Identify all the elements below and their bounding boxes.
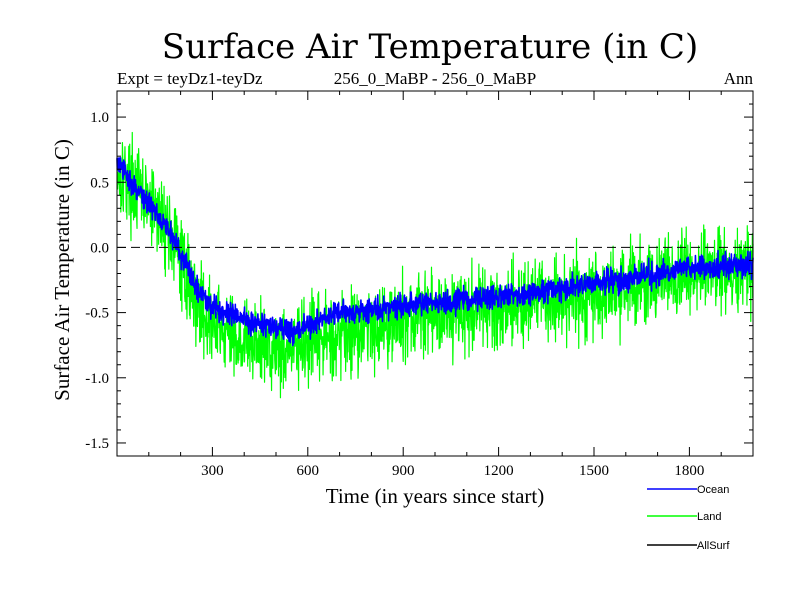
series-line-ocean <box>116 157 754 347</box>
x-axis-label: Time (in years since start) <box>326 484 545 508</box>
legend-label-allsurf: AllSurf <box>697 540 730 552</box>
x-tick-label: 1200 <box>484 463 514 479</box>
legend: Ocean Land AllSurf <box>647 484 730 552</box>
y-tick-label: 0.0 <box>90 240 109 256</box>
subtitle-left: Expt = teyDz1-teyDz <box>117 69 263 88</box>
y-tick-label: -0.5 <box>85 306 109 322</box>
y-tick-label: 1.0 <box>90 110 109 126</box>
y-tick-label: 0.5 <box>90 175 109 191</box>
subtitle-center: 256_0_MaBP - 256_0_MaBP <box>334 69 536 88</box>
subtitle-right: Ann <box>724 69 754 88</box>
axis-layer: 300 600 900 1200 1500 1800 -1.5 -1.0 -0.5 0.0 0.5 1… <box>85 90 754 479</box>
x-tick-label: 600 <box>297 463 320 479</box>
x-tick-label: 1800 <box>674 463 704 479</box>
y-tick-label: -1.0 <box>85 371 109 387</box>
y-tick-label: -1.5 <box>85 436 109 452</box>
y-axis-label: Surface Air Temperature (in C) <box>50 139 74 401</box>
series-layer <box>116 131 754 399</box>
legend-label-ocean: Ocean <box>697 484 729 496</box>
x-tick-label: 1500 <box>579 463 609 479</box>
x-tick-label: 900 <box>392 463 415 479</box>
chart-title: Surface Air Temperature (in C) <box>162 27 698 67</box>
legend-label-land: Land <box>697 511 721 523</box>
x-tick-label: 300 <box>201 463 224 479</box>
